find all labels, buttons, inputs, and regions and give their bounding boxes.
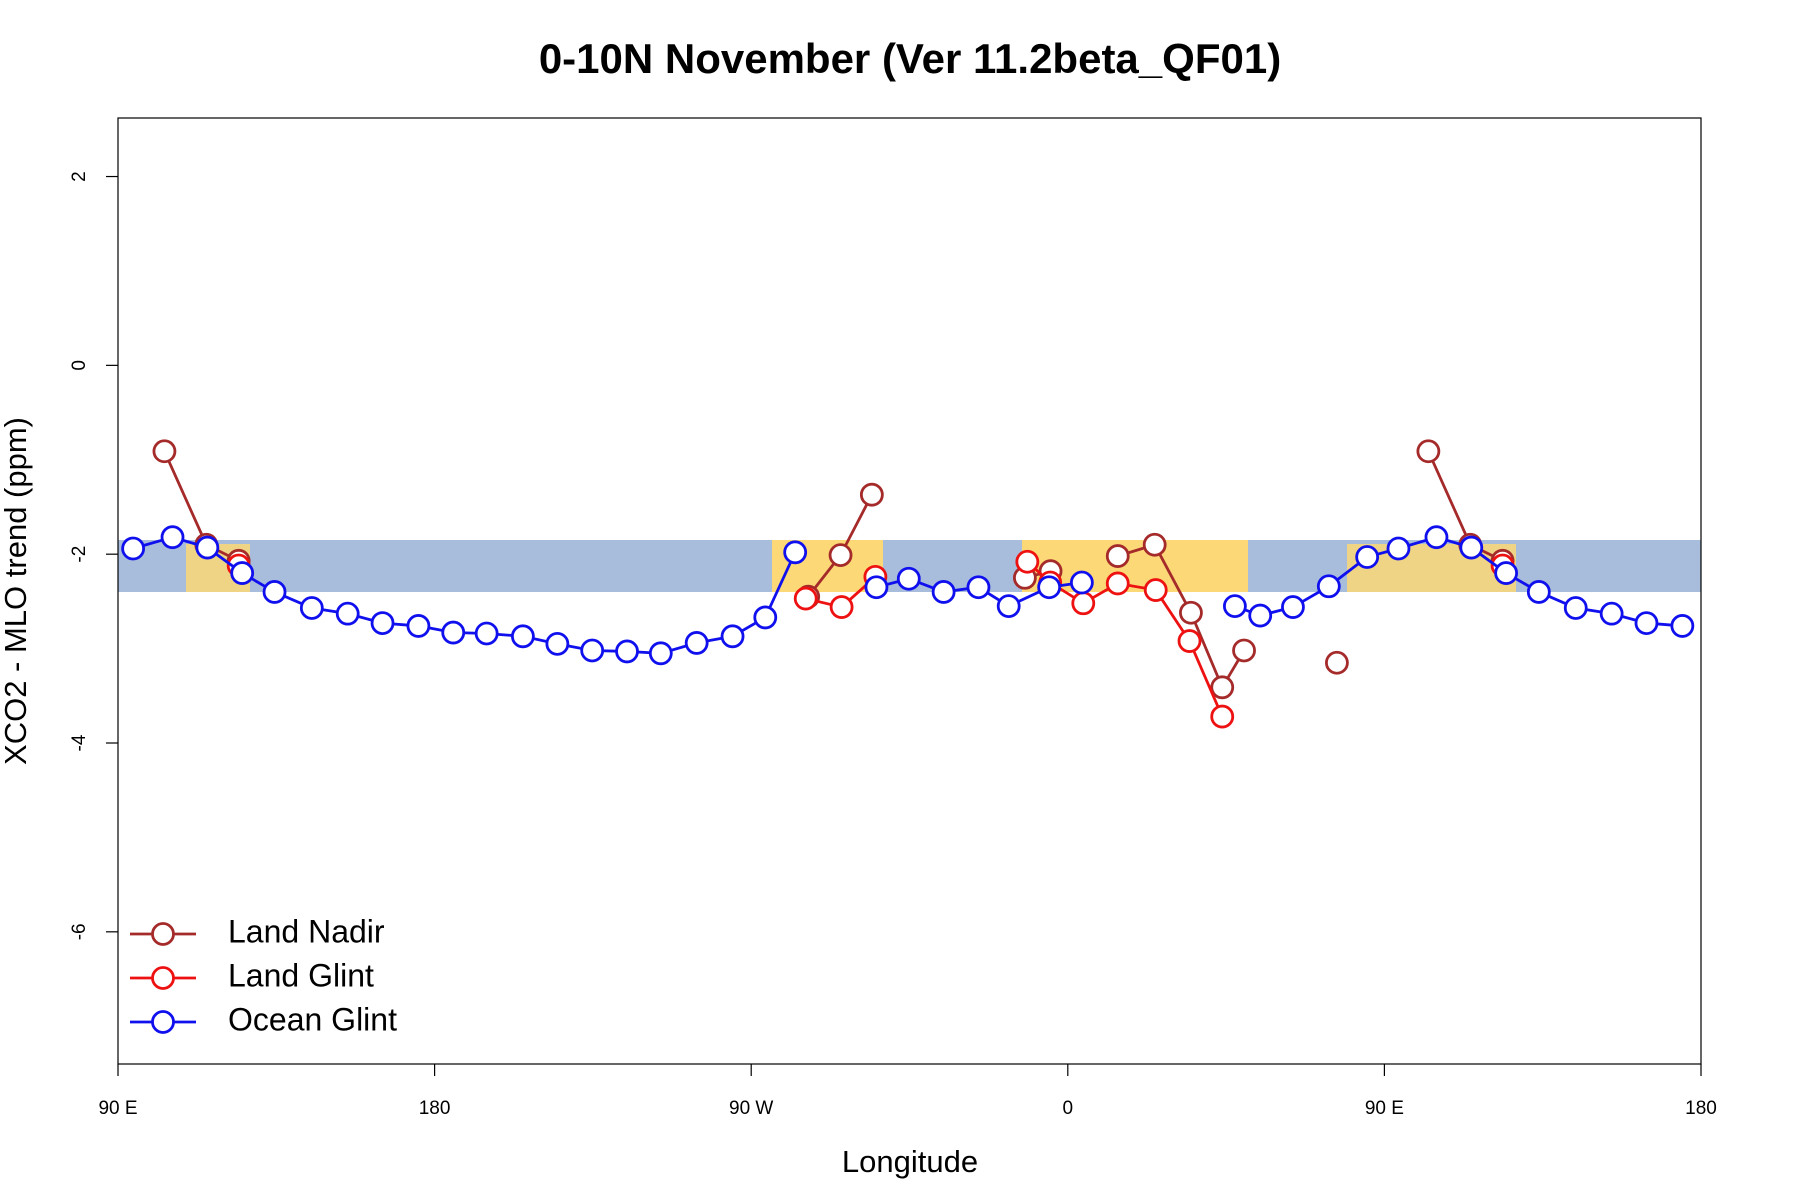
- data-point: [1494, 561, 1519, 585]
- data-point: [335, 601, 360, 626]
- data-point: [1177, 629, 1202, 653]
- data-point: [1563, 596, 1588, 620]
- legend-marker: [151, 966, 175, 990]
- y-tick-label: 0: [69, 360, 90, 371]
- legend-marker: [151, 922, 175, 946]
- data-point: [441, 620, 466, 645]
- legend-label: Land Nadir: [228, 913, 385, 949]
- data-point: [1416, 439, 1441, 464]
- data-point: [1105, 544, 1130, 568]
- data-point: [195, 535, 220, 560]
- data-point: [829, 595, 854, 619]
- data-point: [1232, 638, 1256, 663]
- data-point: [1325, 650, 1349, 675]
- data-point: [896, 566, 921, 591]
- data-point: [230, 561, 255, 585]
- y-tick-label: -6: [69, 923, 90, 940]
- data-point: [1071, 591, 1096, 616]
- data-point: [1316, 574, 1341, 599]
- data-point: [1526, 580, 1551, 604]
- y-axis-label: XCO2 - MLO trend (ppm): [0, 417, 33, 765]
- x-tick-label: 0: [1063, 1098, 1074, 1119]
- data-point: [648, 641, 673, 666]
- data-point: [753, 605, 778, 630]
- data-point: [121, 536, 146, 561]
- y-tick-label: -4: [69, 734, 90, 751]
- x-axis-label: Longitude: [842, 1144, 978, 1179]
- data-point: [1355, 545, 1380, 569]
- data-point: [370, 611, 395, 635]
- data-point: [262, 580, 287, 604]
- data-point: [1248, 603, 1273, 628]
- data-point: [406, 614, 431, 638]
- data-point: [1599, 601, 1624, 626]
- data-point: [828, 543, 853, 568]
- data-point: [1142, 532, 1167, 557]
- x-tick-label: 90 E: [98, 1098, 137, 1119]
- y-tick-label: 2: [69, 171, 90, 182]
- data-point: [931, 580, 956, 604]
- data-point: [1069, 570, 1094, 595]
- data-point: [152, 439, 177, 464]
- data-point: [1210, 704, 1235, 729]
- data-point: [1634, 611, 1659, 635]
- data-point: [160, 525, 185, 550]
- legend: Land Nadir Land Glint Ocean Glint: [130, 913, 397, 1037]
- data-point: [580, 638, 605, 663]
- data-point: [966, 575, 991, 600]
- data-point: [1424, 525, 1449, 550]
- x-tick-label: 90 W: [729, 1098, 773, 1119]
- data-point: [864, 575, 889, 600]
- chart-title: 0-10N November (Ver 11.2beta_QF01): [539, 35, 1281, 82]
- data-point: [1386, 536, 1411, 561]
- data-point: [859, 482, 884, 507]
- data-point: [510, 624, 535, 649]
- data-point: [996, 594, 1021, 619]
- data-point: [1037, 575, 1062, 600]
- data-point: [1281, 595, 1305, 619]
- data-point: [1670, 614, 1695, 638]
- data-point: [1015, 549, 1040, 574]
- data-point: [1459, 535, 1484, 560]
- data-point: [1143, 578, 1168, 602]
- plot-frame: [117, 117, 1702, 1065]
- x-tick-label: 180: [1685, 1098, 1717, 1119]
- y-tick-label: -2: [69, 546, 90, 563]
- data-point: [1105, 571, 1130, 596]
- data-point: [545, 631, 570, 656]
- data-point: [783, 540, 808, 565]
- x-tick-label: 90 E: [1365, 1098, 1404, 1119]
- x-tick-label: 180: [419, 1098, 451, 1119]
- data-point: [720, 624, 745, 649]
- data-point: [684, 631, 709, 655]
- legend-marker: [151, 1010, 175, 1034]
- data-point: [299, 596, 324, 620]
- data-point: [793, 586, 818, 611]
- data-point: [1179, 600, 1203, 625]
- data-point: [1222, 594, 1247, 619]
- legend-label: Land Glint: [228, 957, 374, 993]
- legend-label: Ocean Glint: [228, 1001, 397, 1037]
- data-point: [615, 639, 639, 664]
- data-point: [474, 621, 499, 646]
- data-point: [1210, 675, 1235, 700]
